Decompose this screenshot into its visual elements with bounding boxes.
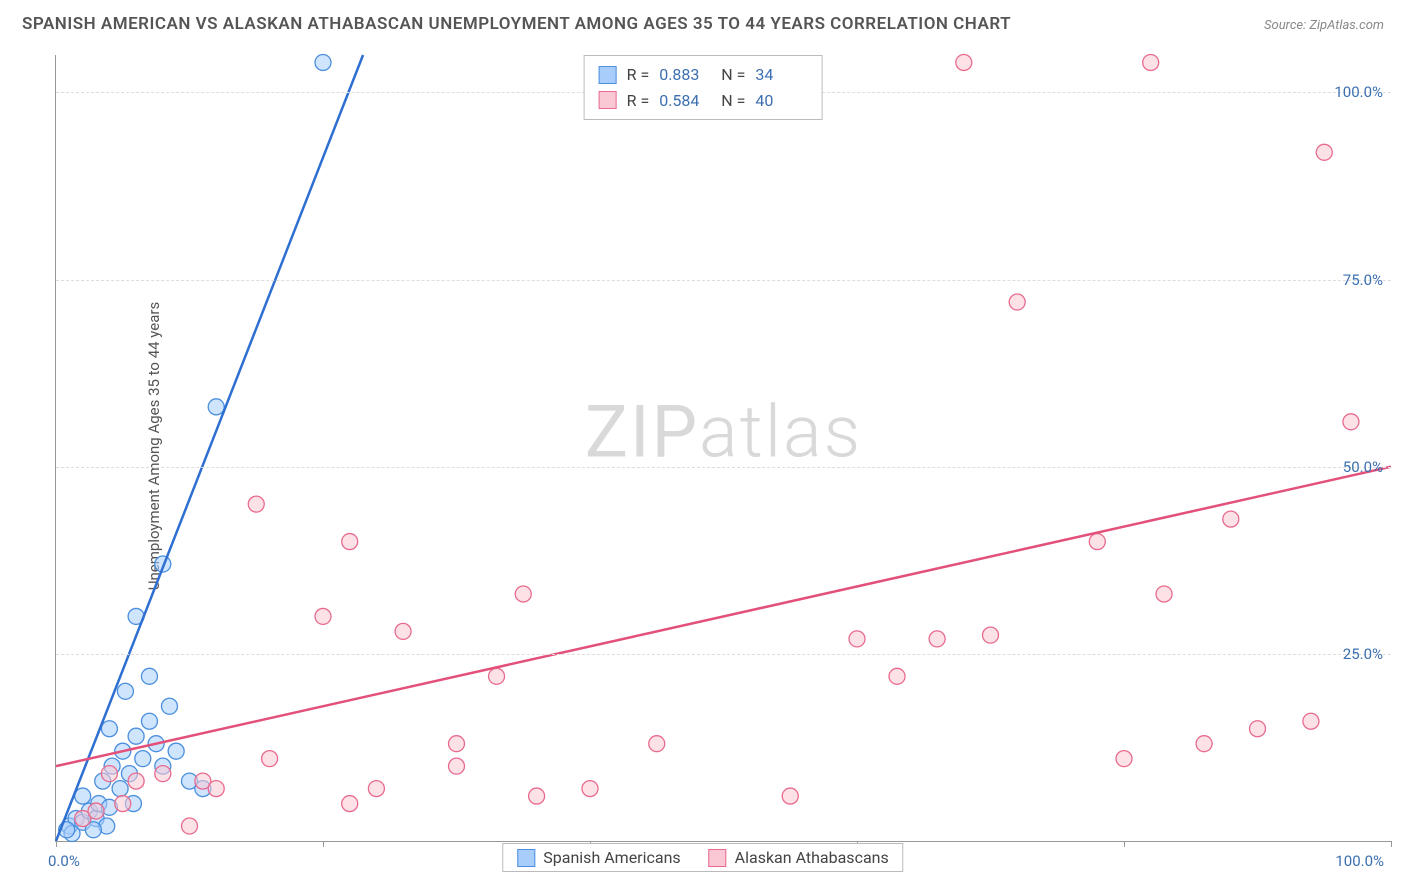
legend-swatch [599,66,617,84]
scatter-point [262,751,278,767]
scatter-point [75,788,91,804]
n-label: N = [721,88,745,114]
gridline [56,467,1391,468]
scatter-point [782,788,798,804]
scatter-point [1316,144,1332,160]
scatter-point [115,796,131,812]
legend-swatch [517,849,535,867]
scatter-point [1250,721,1266,737]
scatter-point [168,743,184,759]
scatter-point [135,751,151,767]
scatter-point [128,728,144,744]
legend-label: Alaskan Athabascans [735,848,889,867]
scatter-point [649,736,665,752]
x-axis-origin-label: 0.0% [48,852,80,870]
gridline [56,654,1391,655]
r-value: 0.883 [659,62,711,88]
scatter-point [582,781,598,797]
n-value: 40 [755,88,807,114]
y-tick-label: 100.0% [1334,83,1383,101]
scatter-point [128,773,144,789]
scatter-point [141,668,157,684]
stats-row: R = 0.883 N = 34 [599,62,808,88]
plot-svg [56,55,1391,841]
scatter-point [315,608,331,624]
gridline [56,280,1391,281]
source-attribution: Source: ZipAtlas.com [1264,18,1384,33]
scatter-point [1196,736,1212,752]
legend-swatch [709,849,727,867]
scatter-point [395,623,411,639]
scatter-point [112,781,128,797]
legend-swatch [599,91,617,109]
scatter-point [141,713,157,729]
scatter-point [101,766,117,782]
scatter-point [208,781,224,797]
x-tick-mark [1391,841,1392,847]
scatter-point [315,54,331,70]
scatter-point [929,631,945,647]
scatter-point [182,818,198,834]
scatter-point [983,627,999,643]
x-tick-mark [323,841,324,847]
scatter-point [117,683,133,699]
stats-row: R = 0.584 N = 40 [599,88,808,114]
scatter-point [515,586,531,602]
scatter-point [101,721,117,737]
scatter-point [1143,54,1159,70]
x-tick-mark [56,841,57,847]
scatter-point [88,803,104,819]
scatter-point [449,758,465,774]
scatter-point [489,668,505,684]
legend-item: Spanish Americans [517,848,680,867]
stats-legend: R = 0.883 N = 34 R = 0.584 N = 40 [584,55,823,120]
scatter-point [1156,586,1172,602]
scatter-point [208,399,224,415]
scatter-point [1303,713,1319,729]
r-label: R = [627,88,650,114]
scatter-point [1089,534,1105,550]
scatter-point [529,788,545,804]
scatter-point [1116,751,1132,767]
scatter-point [248,496,264,512]
correlation-chart: SPANISH AMERICAN VS ALASKAN ATHABASCAN U… [0,0,1406,892]
x-tick-mark [1124,841,1125,847]
scatter-point [449,736,465,752]
scatter-point [155,766,171,782]
scatter-point [956,54,972,70]
scatter-point [1009,294,1025,310]
n-label: N = [721,62,745,88]
scatter-point [889,668,905,684]
y-tick-label: 25.0% [1343,645,1383,663]
y-tick-label: 50.0% [1343,458,1383,476]
series-legend: Spanish Americans Alaskan Athabascans [502,843,903,872]
n-value: 34 [755,62,807,88]
plot-area: ZIPatlas 25.0%50.0%75.0%100.0% [55,55,1391,842]
scatter-point [849,631,865,647]
r-label: R = [627,62,650,88]
trend-line [56,55,363,841]
legend-label: Spanish Americans [543,848,680,867]
scatter-point [1223,511,1239,527]
chart-title: SPANISH AMERICAN VS ALASKAN ATHABASCAN U… [22,14,1011,34]
scatter-point [342,534,358,550]
scatter-point [368,781,384,797]
legend-item: Alaskan Athabascans [709,848,889,867]
y-tick-label: 75.0% [1343,271,1383,289]
r-value: 0.584 [659,88,711,114]
scatter-point [342,796,358,812]
scatter-point [1343,414,1359,430]
x-axis-max-label: 100.0% [1335,852,1384,870]
scatter-point [161,698,177,714]
